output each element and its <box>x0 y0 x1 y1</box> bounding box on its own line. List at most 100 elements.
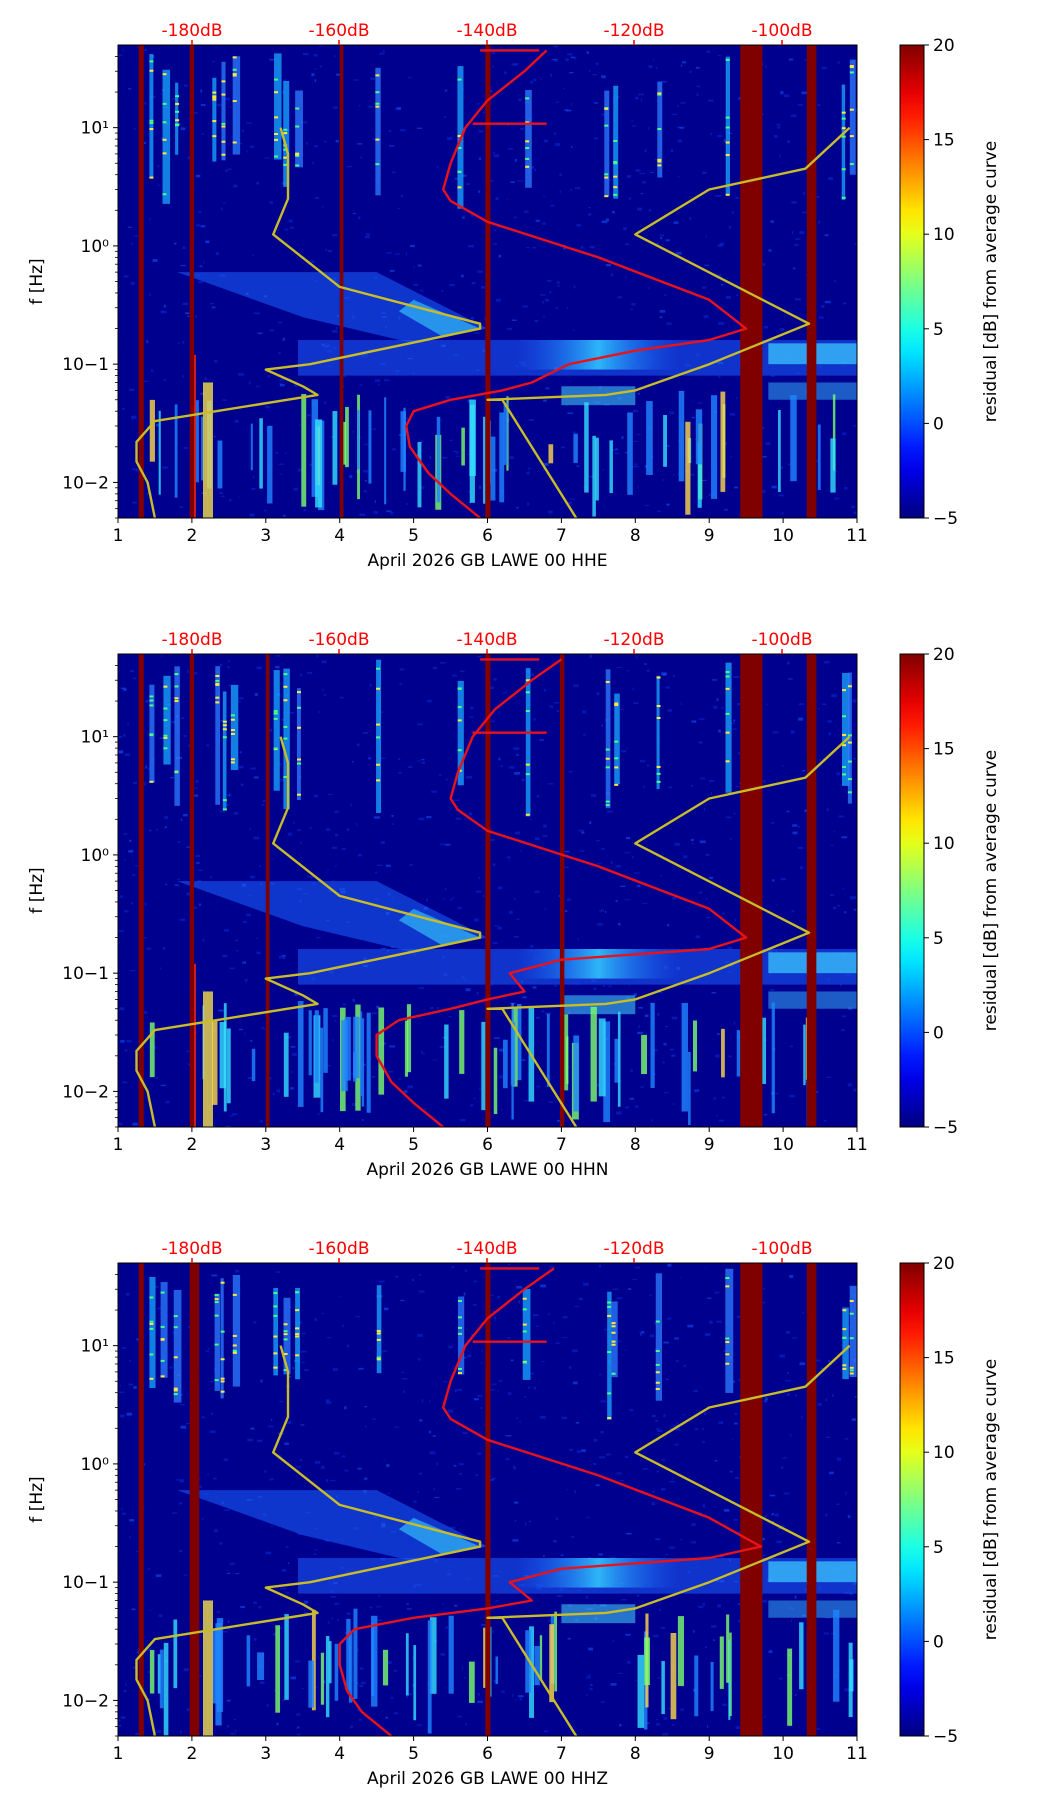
noise-speck <box>249 513 255 517</box>
colorbar-tick-label: 5 <box>933 1538 944 1558</box>
noise-speck <box>586 1516 591 1518</box>
hf-speck <box>163 707 168 710</box>
hf-speck <box>162 138 167 141</box>
noise-speck <box>461 1666 463 1670</box>
noise-speck <box>673 221 679 224</box>
hf-streak <box>273 670 280 791</box>
noise-speck <box>492 942 498 944</box>
lf-streak <box>817 424 821 490</box>
noise-speck <box>676 251 682 255</box>
noise-speck <box>481 1624 487 1626</box>
noise-speck <box>464 1269 468 1272</box>
hf-speck <box>604 195 609 198</box>
noise-speck <box>197 879 202 882</box>
hf-streak <box>457 1296 465 1375</box>
spectrogram <box>118 654 857 1127</box>
noise-speck <box>772 879 775 882</box>
noise-speck <box>118 750 124 754</box>
hf-speck <box>604 173 609 176</box>
noise-speck <box>133 1386 137 1389</box>
hf-speck <box>175 110 180 113</box>
noise-speck <box>844 911 847 914</box>
hf-speck <box>220 1390 225 1393</box>
noise-speck <box>727 946 733 950</box>
noise-speck <box>598 1373 602 1376</box>
noise-speck <box>357 853 362 857</box>
noise-speck <box>590 1684 593 1686</box>
colorbar-label: residual [dB] from average curve <box>981 1359 1001 1640</box>
noise-speck <box>737 702 742 706</box>
noise-speck <box>459 1463 464 1466</box>
noise-speck <box>717 55 722 57</box>
noise-speck <box>542 468 545 471</box>
noise-speck <box>480 1361 483 1364</box>
noise-speck <box>574 1306 580 1308</box>
dispersion-glow <box>177 881 488 953</box>
noise-speck <box>161 93 163 96</box>
noise-speck <box>856 1080 857 1082</box>
noise-speck <box>352 79 359 81</box>
noise-speck <box>607 810 614 813</box>
noise-speck <box>535 1325 539 1327</box>
noise-speck <box>334 1020 336 1023</box>
noise-speck <box>294 1660 301 1663</box>
noise-speck <box>625 836 631 840</box>
hf-speck <box>656 705 661 708</box>
noise-speck <box>854 242 857 245</box>
hf-speck <box>283 156 288 159</box>
noise-speck <box>651 1415 656 1417</box>
noise-speck <box>738 97 741 100</box>
lf-streak <box>573 1035 580 1112</box>
noise-speck <box>646 764 650 767</box>
noise-speck <box>434 1496 440 1499</box>
noise-speck <box>358 1367 364 1370</box>
noise-speck <box>774 1092 779 1095</box>
lf-streak <box>617 1011 621 1107</box>
x-tick-label: 6 <box>482 526 493 546</box>
noise-speck <box>619 1480 625 1482</box>
noise-speck <box>733 676 740 678</box>
noise-speck <box>498 254 502 258</box>
noise-speck <box>123 833 128 835</box>
noise-speck <box>569 71 574 74</box>
hf-speck <box>525 679 530 682</box>
lf-streak <box>495 1656 499 1685</box>
noise-speck <box>358 216 361 219</box>
noise-speck <box>648 65 653 69</box>
data-gap-band <box>559 654 565 1127</box>
noise-speck <box>208 1348 210 1351</box>
hf-speck <box>274 91 279 94</box>
noise-speck <box>468 812 472 816</box>
noise-speck <box>665 239 670 242</box>
noise-speck <box>297 1533 303 1535</box>
hf-speck <box>232 100 237 103</box>
noise-speck <box>388 1071 394 1073</box>
noise-speck <box>511 63 518 66</box>
noise-speck <box>494 154 500 158</box>
lf-streak <box>584 402 589 493</box>
noise-speck <box>440 1653 446 1656</box>
noise-speck <box>264 1470 267 1473</box>
noise-speck <box>691 785 694 787</box>
noise-speck <box>555 1342 560 1345</box>
hf-speck <box>296 793 301 796</box>
noise-speck <box>429 1451 436 1455</box>
noise-speck <box>715 194 722 197</box>
hf-speck <box>295 1335 300 1338</box>
hf-speck <box>295 125 300 128</box>
colorbar-tick-label: 10 <box>933 1443 955 1463</box>
lf-streak <box>459 1010 465 1074</box>
noise-speck <box>770 374 776 377</box>
lf-streak <box>357 410 360 470</box>
noise-speck <box>299 1361 305 1363</box>
noise-speck <box>304 1600 309 1604</box>
noise-speck <box>223 1509 230 1512</box>
noise-speck <box>157 1307 161 1310</box>
noise-speck <box>223 929 229 932</box>
noise-speck <box>764 1515 768 1518</box>
noise-speck <box>222 954 228 958</box>
noise-speck <box>705 898 708 900</box>
noise-speck <box>701 479 707 482</box>
noise-speck <box>179 918 186 921</box>
noise-speck <box>635 96 639 100</box>
